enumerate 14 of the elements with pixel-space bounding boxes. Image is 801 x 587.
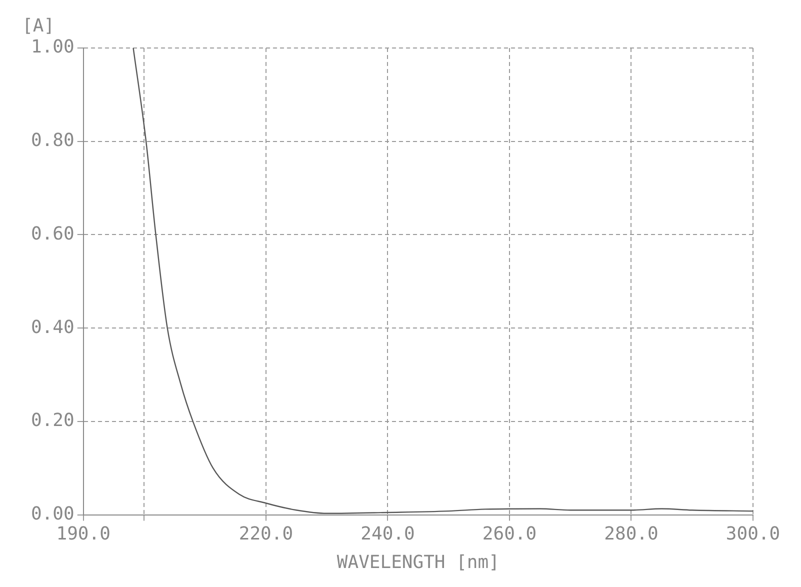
x-tick-label: 240.0 [360,523,415,544]
y-tick-label: 0.00 [30,503,74,524]
x-tick-label: 300.0 [726,523,780,544]
y-tick-label: 0.40 [30,316,74,338]
x-tick-label: 260.0 [482,523,537,544]
y-tick-label: 0.80 [30,130,74,152]
y-tick-label: 0.60 [30,223,74,244]
y-axis-title: [A] [22,16,55,37]
y-tick-label: 0.20 [30,410,74,432]
y-tick-label: 1.00 [30,36,74,58]
x-tick-label: 190.0 [56,523,110,544]
x-axis-title: WAVELENGTH [nm] [336,552,500,573]
x-tick-label: 220.0 [238,523,294,544]
x-tick-label: 280.0 [604,523,658,544]
